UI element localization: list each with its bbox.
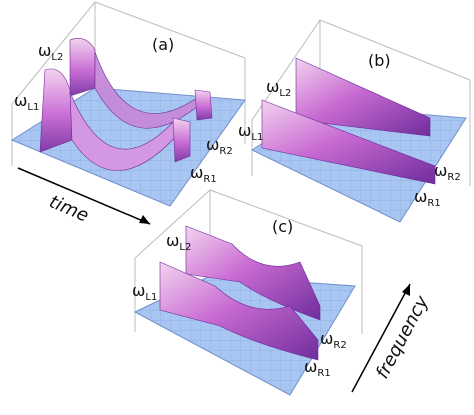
time-axis-arrowhead [139,215,150,224]
panel-a-right-wall-back [194,89,213,121]
panel-b-label-R1: ωR1 [414,187,441,209]
panel-b-ridge-back [295,57,431,137]
panel-a-label-R1: ωR1 [190,163,217,185]
time-axis-arrow [17,167,151,225]
panel-c-tag: (c) [272,217,293,236]
panel-c-label-L1: ωL1 [132,281,157,303]
panel-b-label-R2: ωR2 [434,161,461,183]
panel-b-label-L1: ωL1 [238,121,263,143]
panel-a: (a) ωL2 ωL1 ωR2 ωR1 [10,1,246,207]
panel-a-right-wall-front [172,117,191,163]
panel-b-ridge-front [261,99,436,185]
panel-a-left-wall-front [39,68,73,153]
panel-a-left-wall-back [69,38,96,97]
panel-b-tag: (b) [368,51,391,70]
panel-b-label-L2: ωL2 [266,77,291,99]
panel-c-ridge-back [185,225,321,321]
panel-c-label-R1: ωR1 [304,357,331,379]
panel-c: (c) ωL2 ωL1 ωR2 ωR1 [132,189,363,396]
frequency-axis-arrow [351,283,411,393]
panel-a-label-L1: ωL1 [14,91,39,113]
panel-a-label-R2: ωR2 [206,135,233,157]
frequency-axis-arrowhead [402,284,410,296]
panel-b: (b) ωL2 ωL1 ωR2 ωR1 [238,19,471,223]
panel-c-label-L2: ωL2 [166,231,191,253]
panel-a-tag: (a) [152,35,174,54]
frequency-axis: frequency [351,283,433,393]
panel-a-label-L2: ωL2 [38,41,63,63]
panel-c-label-R2: ωR2 [320,329,347,351]
panel-c-ridge-front [159,261,319,361]
